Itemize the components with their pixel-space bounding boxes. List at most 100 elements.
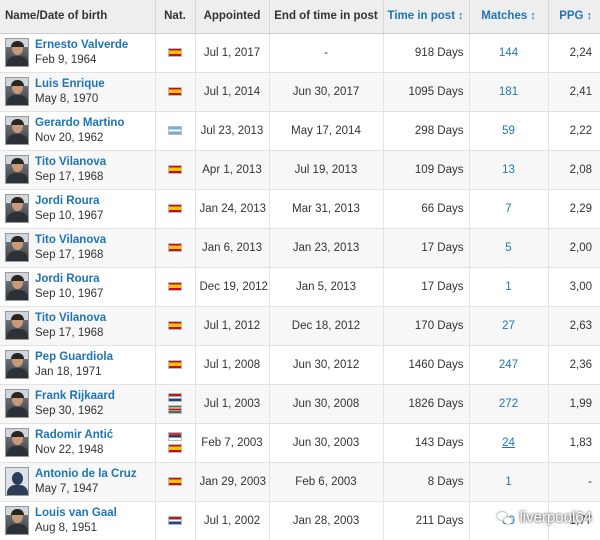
header-nat: Nat.	[155, 0, 196, 34]
header-appointed-label: Appointed	[203, 10, 261, 23]
coach-name-link[interactable]: Pep Guardiola	[35, 350, 113, 363]
cell-nationality	[155, 72, 196, 112]
cell-matches: 272	[469, 384, 549, 424]
avatar[interactable]	[5, 311, 29, 340]
coach-name-link[interactable]: Frank Rijkaard	[35, 389, 115, 402]
cell-matches: 24	[469, 423, 549, 463]
avatar[interactable]	[5, 116, 29, 145]
person: Gerardo Martino Nov 20, 1962	[5, 116, 151, 146]
flag-ar-icon	[168, 126, 182, 135]
person: Ernesto Valverde Feb 9, 1964	[5, 38, 151, 68]
matches-link[interactable]: 144	[498, 46, 519, 59]
coach-name-link[interactable]: Louis van Gaal	[35, 506, 117, 519]
cell-time-in-post: 298 Days	[383, 111, 470, 151]
avatar[interactable]	[5, 467, 29, 496]
cell-nationality	[155, 189, 196, 229]
sort-arrows-icon: ↕	[530, 10, 536, 23]
cell-time-in-post: 143 Days	[383, 423, 470, 463]
matches-link[interactable]: 1	[505, 475, 512, 488]
matches-link[interactable]: 5	[505, 241, 512, 254]
coach-name-link[interactable]: Antonio de la Cruz	[35, 467, 137, 480]
cell-end: Jun 30, 2008	[269, 384, 384, 424]
cell-ppg: 1,99	[548, 384, 600, 424]
header-ppg-label: PPG	[559, 10, 584, 23]
cell-nationality	[155, 150, 196, 190]
cell-name: Pep Guardiola Jan 18, 1971	[0, 345, 156, 385]
cell-name: Jordi Roura Sep 10, 1967	[0, 267, 156, 307]
matches-link[interactable]: 1	[505, 280, 512, 293]
coach-name-link[interactable]: Tito Vilanova	[35, 233, 107, 246]
avatar[interactable]	[5, 389, 29, 418]
cell-nationality	[155, 423, 196, 463]
header-appointed: Appointed	[195, 0, 270, 34]
cell-time-in-post: 109 Days	[383, 150, 470, 190]
table-row: Antonio de la Cruz May 7, 1947 Jan 29, 200…	[0, 462, 600, 502]
matches-link[interactable]: 181	[498, 85, 519, 98]
cell-name: Frank Rijkaard Sep 30, 1962	[0, 384, 156, 424]
header-end: End of time in post	[269, 0, 384, 34]
header-time-sort[interactable]: Time in post ↕	[383, 0, 470, 34]
avatar[interactable]	[5, 233, 29, 262]
cell-nationality	[155, 33, 196, 73]
cell-appointed: Apr 1, 2013	[195, 150, 270, 190]
avatar[interactable]	[5, 272, 29, 301]
cell-end: Jan 23, 2013	[269, 228, 384, 268]
coach-name-link[interactable]: Jordi Roura	[35, 194, 100, 207]
cell-time-in-post: 1095 Days	[383, 72, 470, 112]
avatar[interactable]	[5, 506, 29, 535]
avatar[interactable]	[5, 428, 29, 457]
cell-ppg: -	[548, 462, 600, 502]
cell-time-in-post: 170 Days	[383, 306, 470, 346]
avatar[interactable]	[5, 350, 29, 379]
matches-link[interactable]: 59	[502, 124, 515, 137]
avatar[interactable]	[5, 38, 29, 67]
matches-link[interactable]: 7	[505, 202, 512, 215]
matches-link[interactable]: 272	[498, 397, 519, 410]
cell-name: Tito Vilanova Sep 17, 1968	[0, 150, 156, 190]
coach-name-link[interactable]: Tito Vilanova	[35, 311, 107, 324]
cell-end: May 17, 2014	[269, 111, 384, 151]
matches-link[interactable]: 247	[498, 358, 519, 371]
avatar[interactable]	[5, 77, 29, 106]
header-ppg-sort[interactable]: PPG ↕	[548, 0, 600, 34]
cell-name: Luis Enrique May 8, 1970	[0, 72, 156, 112]
header-name[interactable]: Name/Date of birth	[0, 0, 156, 34]
avatar[interactable]	[5, 155, 29, 184]
sort-arrows-icon: ↕	[586, 10, 593, 23]
matches-link[interactable]: 27	[502, 319, 515, 332]
birth-date: Sep 17, 1968	[35, 248, 104, 261]
flag-es-icon	[168, 204, 182, 213]
cell-matches: 27	[469, 306, 549, 346]
coach-name-link[interactable]: Luis Enrique	[35, 77, 105, 90]
person: Tito Vilanova Sep 17, 1968	[5, 155, 151, 185]
birth-date: Nov 22, 1948	[35, 443, 104, 456]
cell-matches: 1	[469, 267, 549, 307]
cell-end: Jun 30, 2012	[269, 345, 384, 385]
cell-end: Jan 28, 2003	[269, 501, 384, 540]
avatar[interactable]	[5, 194, 29, 223]
coach-name-link[interactable]: Jordi Roura	[35, 272, 100, 285]
cell-name: Antonio de la Cruz May 7, 1947	[0, 462, 156, 502]
person: Antonio de la Cruz May 7, 1947	[5, 467, 151, 497]
cell-ppg: 2,24	[548, 33, 600, 73]
cell-ppg: 3,00	[548, 267, 600, 307]
cell-appointed: Jul 1, 2003	[195, 384, 270, 424]
matches-link[interactable]: 24	[502, 436, 515, 449]
coach-name-link[interactable]: Ernesto Valverde	[35, 38, 129, 51]
cell-ppg: 2,22	[548, 111, 600, 151]
coach-name-link[interactable]: Gerardo Martino	[35, 116, 125, 129]
cell-nationality	[155, 228, 196, 268]
table-row: Tito Vilanova Sep 17, 1968 Jul 1, 2012 Dec …	[0, 306, 600, 346]
cell-time-in-post: 1826 Days	[383, 384, 470, 424]
flag-es-icon	[168, 282, 182, 291]
cell-appointed: Jul 1, 2008	[195, 345, 270, 385]
cell-end: -	[269, 33, 384, 73]
cell-time-in-post: 8 Days	[383, 462, 470, 502]
matches-link[interactable]: 13	[502, 163, 515, 176]
coach-name-link[interactable]: Radomir Antić	[35, 428, 114, 441]
coach-name-link[interactable]: Tito Vilanova	[35, 155, 107, 168]
flag-es-icon	[168, 48, 182, 57]
cell-name: Jordi Roura Sep 10, 1967	[0, 189, 156, 229]
header-matches-sort[interactable]: Matches ↕	[469, 0, 549, 34]
